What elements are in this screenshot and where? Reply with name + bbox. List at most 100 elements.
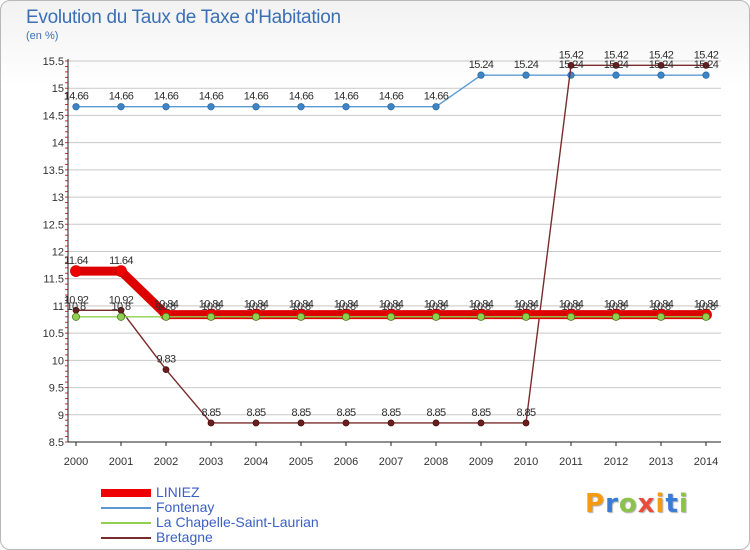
data-label: 10.8 <box>696 301 715 313</box>
y-tick-label: 8.5 <box>49 437 64 449</box>
data-point <box>162 366 170 374</box>
data-point <box>522 312 531 321</box>
legend-swatch <box>101 521 151 524</box>
data-point <box>477 419 485 427</box>
data-label: 10.84 <box>694 299 719 311</box>
data-label: 15.24 <box>694 59 719 71</box>
data-label: 8.85 <box>426 407 445 419</box>
data-point <box>251 312 260 321</box>
data-label: 10.8 <box>66 301 85 313</box>
data-point <box>522 71 530 79</box>
data-label: 10.84 <box>604 299 629 311</box>
data-label: 10.84 <box>289 299 314 311</box>
x-tick-label: 2011 <box>559 456 583 468</box>
logo-letter: o <box>618 489 638 519</box>
data-point <box>162 103 170 111</box>
data-label: 8.85 <box>201 407 220 419</box>
data-label: 8.85 <box>516 407 535 419</box>
y-tick-label: 9.5 <box>49 383 64 395</box>
data-label: 10.84 <box>649 299 674 311</box>
data-point <box>207 103 215 111</box>
data-point <box>432 419 440 427</box>
y-tick-label: 13.5 <box>43 165 64 177</box>
data-label: 10.92 <box>64 294 89 306</box>
data-label: 10.84 <box>199 299 224 311</box>
data-point <box>387 103 395 111</box>
legend-label: Fontenay <box>156 499 215 515</box>
data-point <box>477 71 485 79</box>
data-label: 10.8 <box>651 301 670 313</box>
data-point <box>567 61 575 69</box>
data-label: 14.66 <box>334 91 359 103</box>
data-point <box>522 419 530 427</box>
y-tick-label: 10.5 <box>43 328 64 340</box>
x-tick-label: 2001 <box>109 456 133 468</box>
unit-label: (en %) <box>26 30 59 42</box>
x-tick-label: 2000 <box>64 456 88 468</box>
data-point <box>115 265 127 277</box>
data-label: 10.8 <box>201 301 220 313</box>
data-point <box>612 312 621 321</box>
data-label: 10.8 <box>471 301 490 313</box>
logo-letter: r <box>605 489 619 519</box>
y-tick-label: 9 <box>58 410 64 422</box>
legend-swatch <box>101 536 151 539</box>
legend-label: Bretagne <box>156 529 213 545</box>
data-label: 10.84 <box>244 299 269 311</box>
legend: LINIEZ Fontenay La Chapelle-Saint-Laurian B… <box>101 485 319 545</box>
data-label: 9.83 <box>156 354 175 366</box>
data-label: 10.8 <box>246 301 265 313</box>
logo-letter: P <box>585 489 606 519</box>
data-label: 14.66 <box>109 91 134 103</box>
x-tick-label: 2010 <box>514 456 538 468</box>
data-label: 8.85 <box>246 407 265 419</box>
data-point <box>431 312 440 321</box>
x-tick-label: 2012 <box>604 456 628 468</box>
x-tick-label: 2002 <box>154 456 178 468</box>
data-label: 10.8 <box>561 301 580 313</box>
x-tick-label: 2004 <box>244 456 268 468</box>
y-tick-label: 13 <box>52 192 64 204</box>
data-point <box>567 312 576 321</box>
data-label: 8.85 <box>381 407 400 419</box>
data-point <box>252 103 260 111</box>
y-tick-label: 11.5 <box>43 274 64 286</box>
data-point <box>657 312 666 321</box>
data-label: 15.42 <box>649 49 674 61</box>
x-tick-label: 2006 <box>334 456 358 468</box>
data-label: 14.66 <box>289 91 314 103</box>
data-point <box>296 312 305 321</box>
proxiti-logo: Proxiti <box>585 489 689 519</box>
data-label: 8.85 <box>336 407 355 419</box>
data-label: 10.84 <box>514 299 539 311</box>
data-label: 10.84 <box>154 299 179 311</box>
y-tick-label: 11 <box>53 301 64 313</box>
data-label: 10.84 <box>469 299 494 311</box>
y-tick-label: 15 <box>52 83 64 95</box>
y-tick-label: 15.5 <box>43 56 64 68</box>
x-tick-label: 2005 <box>289 456 313 468</box>
data-label: 10.84 <box>379 299 404 311</box>
data-label: 10.8 <box>156 301 175 313</box>
data-label: 10.84 <box>559 299 584 311</box>
data-point <box>297 103 305 111</box>
data-point <box>342 419 350 427</box>
data-label: 11.64 <box>64 255 88 267</box>
data-point <box>252 419 260 427</box>
data-label: 10.8 <box>336 301 355 313</box>
legend-label: La Chapelle-Saint-Laurian <box>156 514 319 530</box>
data-label: 14.66 <box>424 91 449 103</box>
logo-letter: i <box>655 489 666 519</box>
data-label: 14.66 <box>244 91 269 103</box>
x-tick-label: 2013 <box>649 456 673 468</box>
series-line-bretagne <box>75 64 707 424</box>
data-label: 15.42 <box>694 49 719 61</box>
data-label: 15.24 <box>604 59 629 71</box>
logo-letter: i <box>678 489 689 519</box>
y-tick-label: 14 <box>52 138 64 150</box>
y-tick-label: 10 <box>52 355 64 367</box>
data-point <box>161 312 170 321</box>
data-point <box>702 312 711 321</box>
